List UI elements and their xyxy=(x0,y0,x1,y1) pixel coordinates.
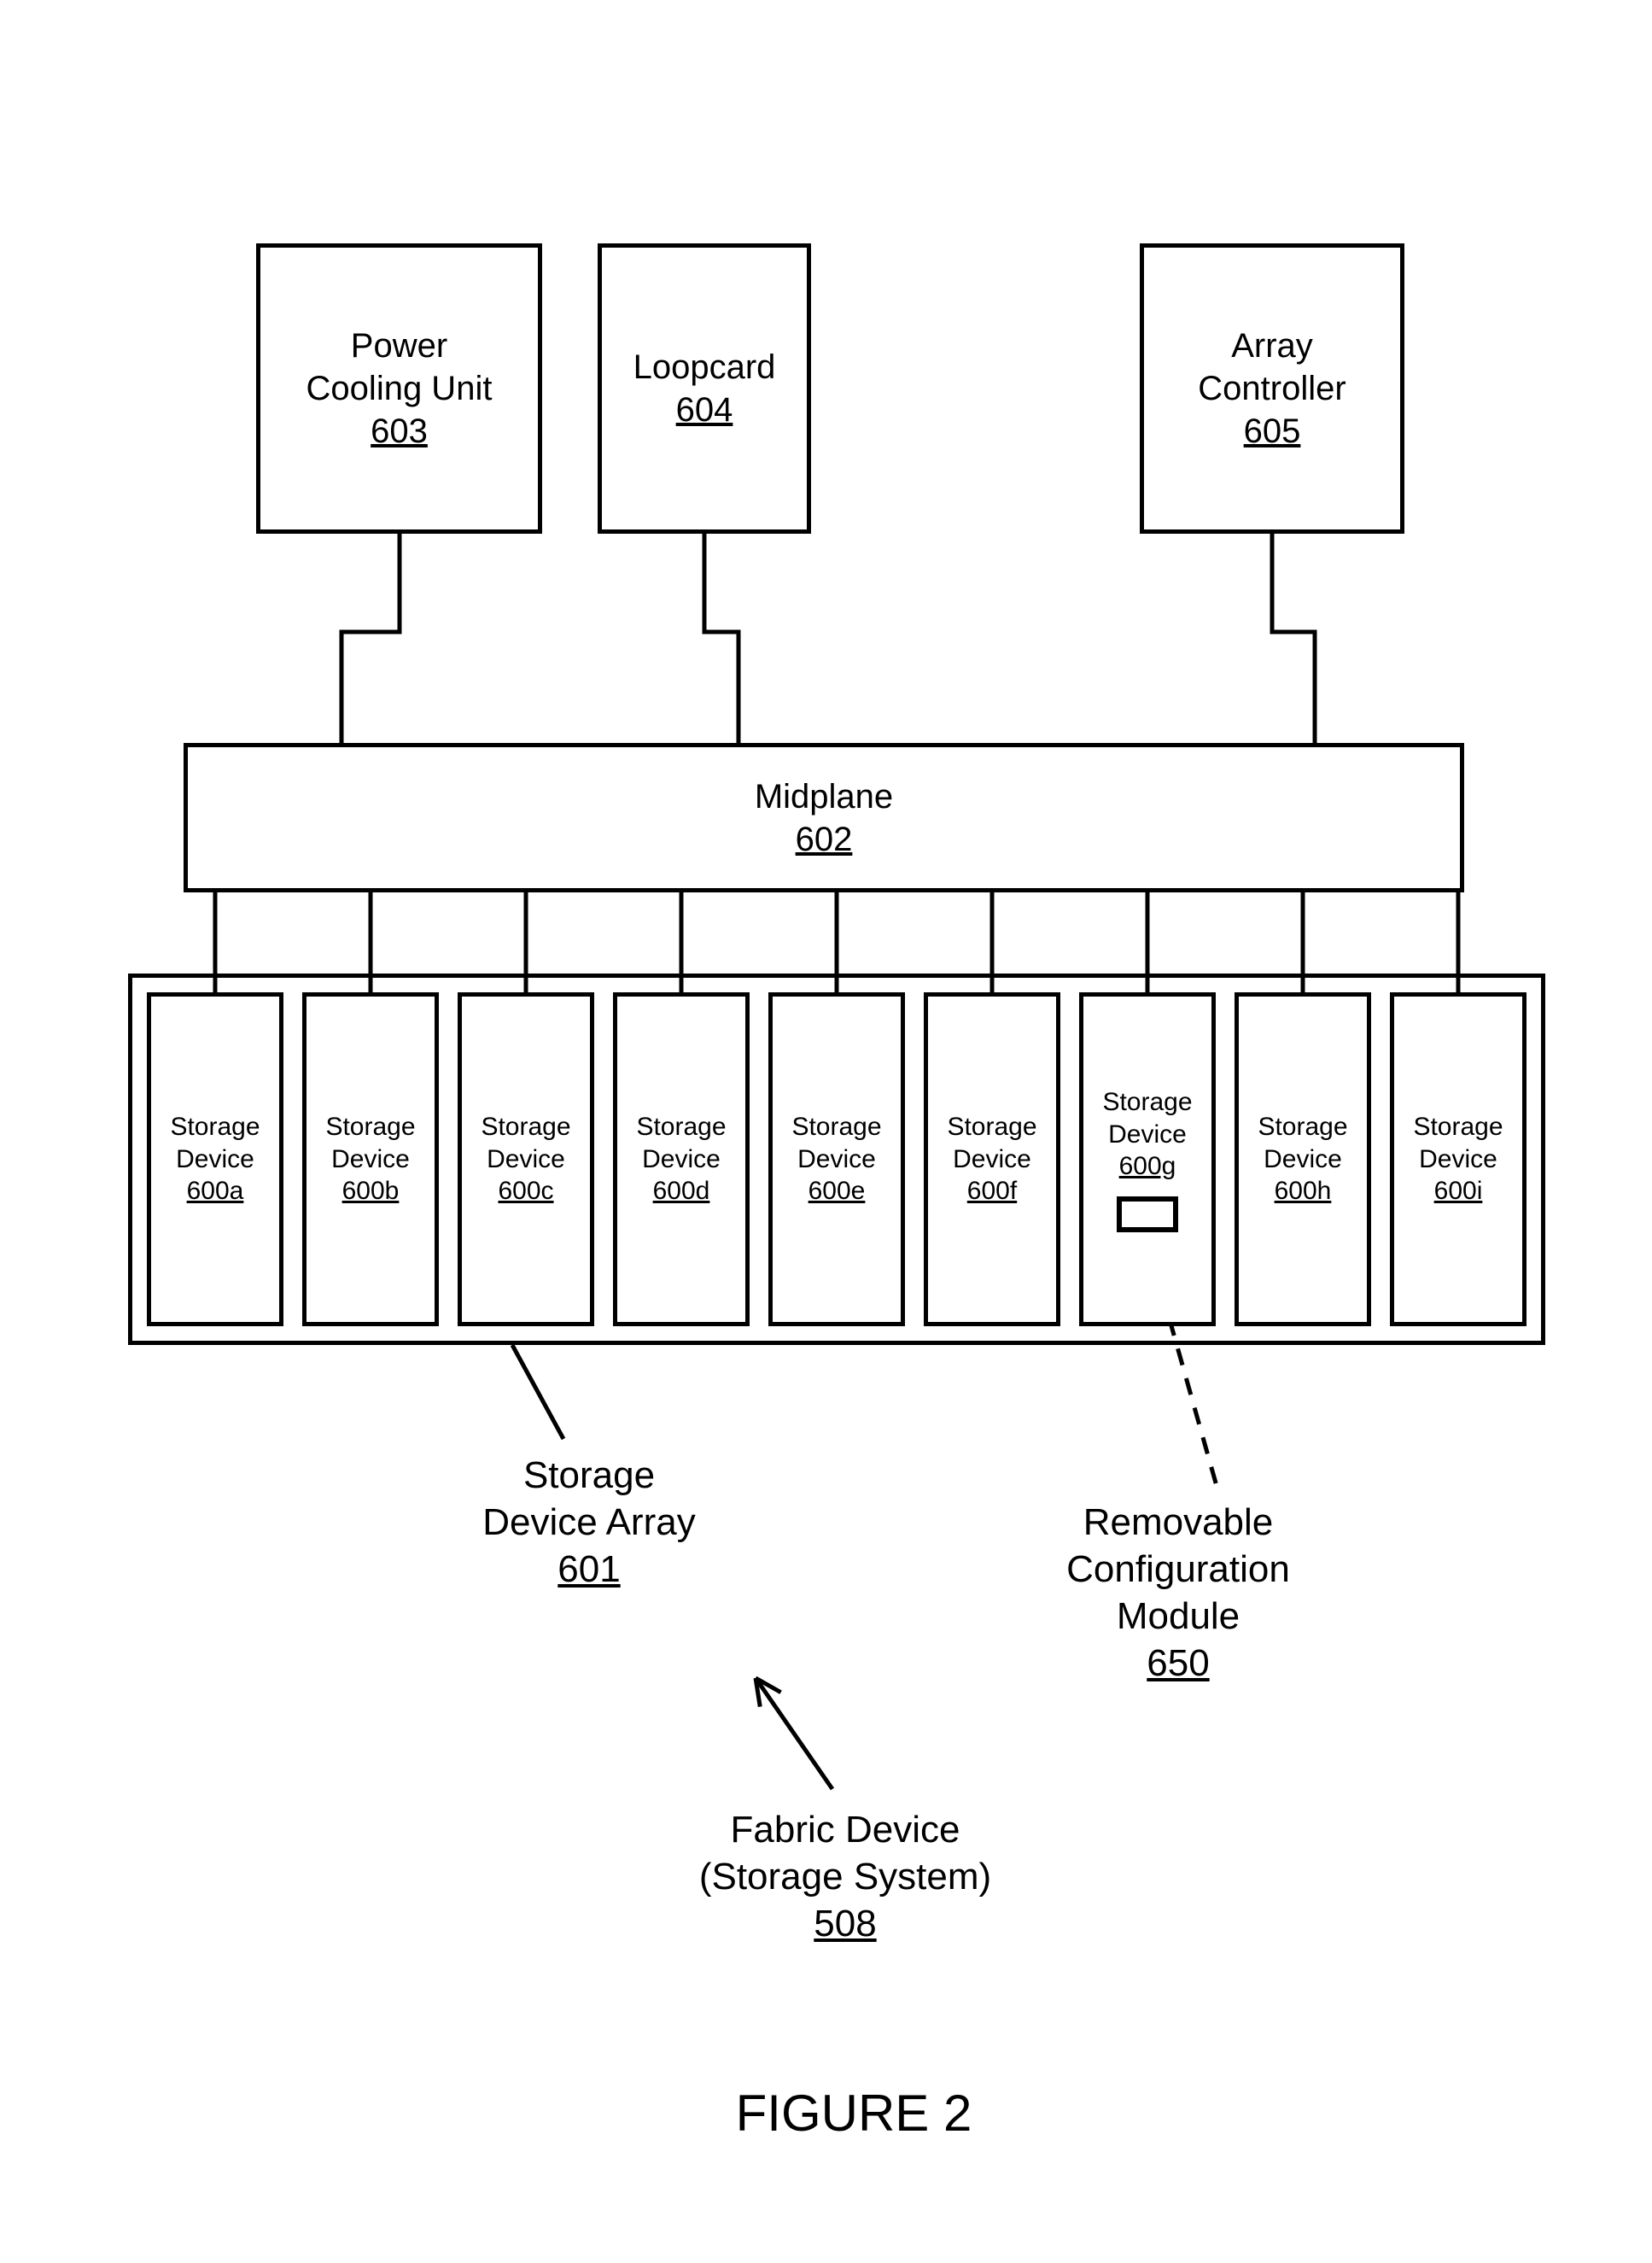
storage-device-id: 600b xyxy=(342,1175,400,1208)
storage-device-id: 600d xyxy=(653,1175,710,1208)
storage-device-line2: Device xyxy=(1108,1119,1187,1151)
loopcard-id: 604 xyxy=(676,389,733,431)
storage-device: StorageDevice600b xyxy=(302,992,439,1326)
rcm-id: 650 xyxy=(1024,1640,1332,1687)
storage-device-line1: Storage xyxy=(1258,1111,1347,1143)
storage-device-id: 600e xyxy=(808,1175,866,1208)
sda-l1: Storage xyxy=(452,1452,726,1499)
storage-device: StorageDevice600i xyxy=(1390,992,1526,1326)
figure-title: FIGURE 2 xyxy=(726,2084,982,2143)
midplane-name: Midplane xyxy=(755,775,893,818)
storage-device: StorageDevice600f xyxy=(924,992,1060,1326)
fd-l1: Fabric Device xyxy=(666,1806,1024,1853)
loopcard-name: Loopcard xyxy=(633,346,776,389)
storage-device-id: 600g xyxy=(1119,1150,1176,1183)
midplane-id: 602 xyxy=(796,818,853,861)
storage-device: StorageDevice600e xyxy=(768,992,905,1326)
storage-device-line1: Storage xyxy=(481,1111,570,1143)
sda-id: 601 xyxy=(452,1546,726,1593)
pcu-line2: Cooling Unit xyxy=(306,367,493,410)
storage-device-line2: Device xyxy=(642,1143,721,1176)
diagram-canvas: Power Cooling Unit 603 Loopcard 604 Arra… xyxy=(0,0,1652,2263)
arrayctl-id: 605 xyxy=(1244,410,1301,453)
callout-removable-module: Removable Configuration Module 650 xyxy=(1024,1499,1332,1687)
rcm-l1: Removable xyxy=(1024,1499,1332,1546)
storage-device-line1: Storage xyxy=(791,1111,881,1143)
fd-l2: (Storage System) xyxy=(666,1853,1024,1900)
storage-device-line1: Storage xyxy=(947,1111,1036,1143)
block-loopcard: Loopcard 604 xyxy=(598,243,811,534)
arrayctl-line1: Array xyxy=(1231,325,1313,367)
storage-device: StorageDevice600g xyxy=(1079,992,1216,1326)
block-midplane: Midplane 602 xyxy=(184,743,1464,892)
rcm-l3: Module xyxy=(1024,1593,1332,1640)
storage-device-line2: Device xyxy=(797,1143,876,1176)
storage-device-line1: Storage xyxy=(636,1111,726,1143)
storage-device-line2: Device xyxy=(487,1143,565,1176)
storage-device-id: 600i xyxy=(1434,1175,1483,1208)
arrayctl-line2: Controller xyxy=(1198,367,1346,410)
storage-device-line2: Device xyxy=(331,1143,410,1176)
callout-fabric-device: Fabric Device (Storage System) 508 xyxy=(666,1806,1024,1947)
sda-l2: Device Array xyxy=(452,1499,726,1546)
storage-device-id: 600c xyxy=(498,1175,553,1208)
storage-device: StorageDevice600c xyxy=(458,992,594,1326)
storage-device-line2: Device xyxy=(953,1143,1031,1176)
pcu-line1: Power xyxy=(351,325,447,367)
block-power-cooling-unit: Power Cooling Unit 603 xyxy=(256,243,542,534)
block-array-controller: Array Controller 605 xyxy=(1140,243,1404,534)
storage-device: StorageDevice600h xyxy=(1235,992,1371,1326)
callout-storage-device-array: Storage Device Array 601 xyxy=(452,1452,726,1593)
storage-device-line2: Device xyxy=(1264,1143,1342,1176)
pcu-id: 603 xyxy=(371,410,428,453)
storage-device-line1: Storage xyxy=(1102,1086,1192,1119)
storage-device-id: 600h xyxy=(1275,1175,1332,1208)
storage-device-line1: Storage xyxy=(1413,1111,1503,1143)
storage-device-id: 600a xyxy=(187,1175,244,1208)
storage-device-line1: Storage xyxy=(170,1111,260,1143)
fd-id: 508 xyxy=(666,1900,1024,1947)
storage-device-line2: Device xyxy=(1419,1143,1497,1176)
removable-module-icon xyxy=(1117,1196,1178,1232)
storage-device-line2: Device xyxy=(176,1143,254,1176)
rcm-l2: Configuration xyxy=(1024,1546,1332,1593)
storage-device-id: 600f xyxy=(967,1175,1017,1208)
storage-device: StorageDevice600d xyxy=(613,992,750,1326)
storage-device-line1: Storage xyxy=(325,1111,415,1143)
storage-device: StorageDevice600a xyxy=(147,992,283,1326)
